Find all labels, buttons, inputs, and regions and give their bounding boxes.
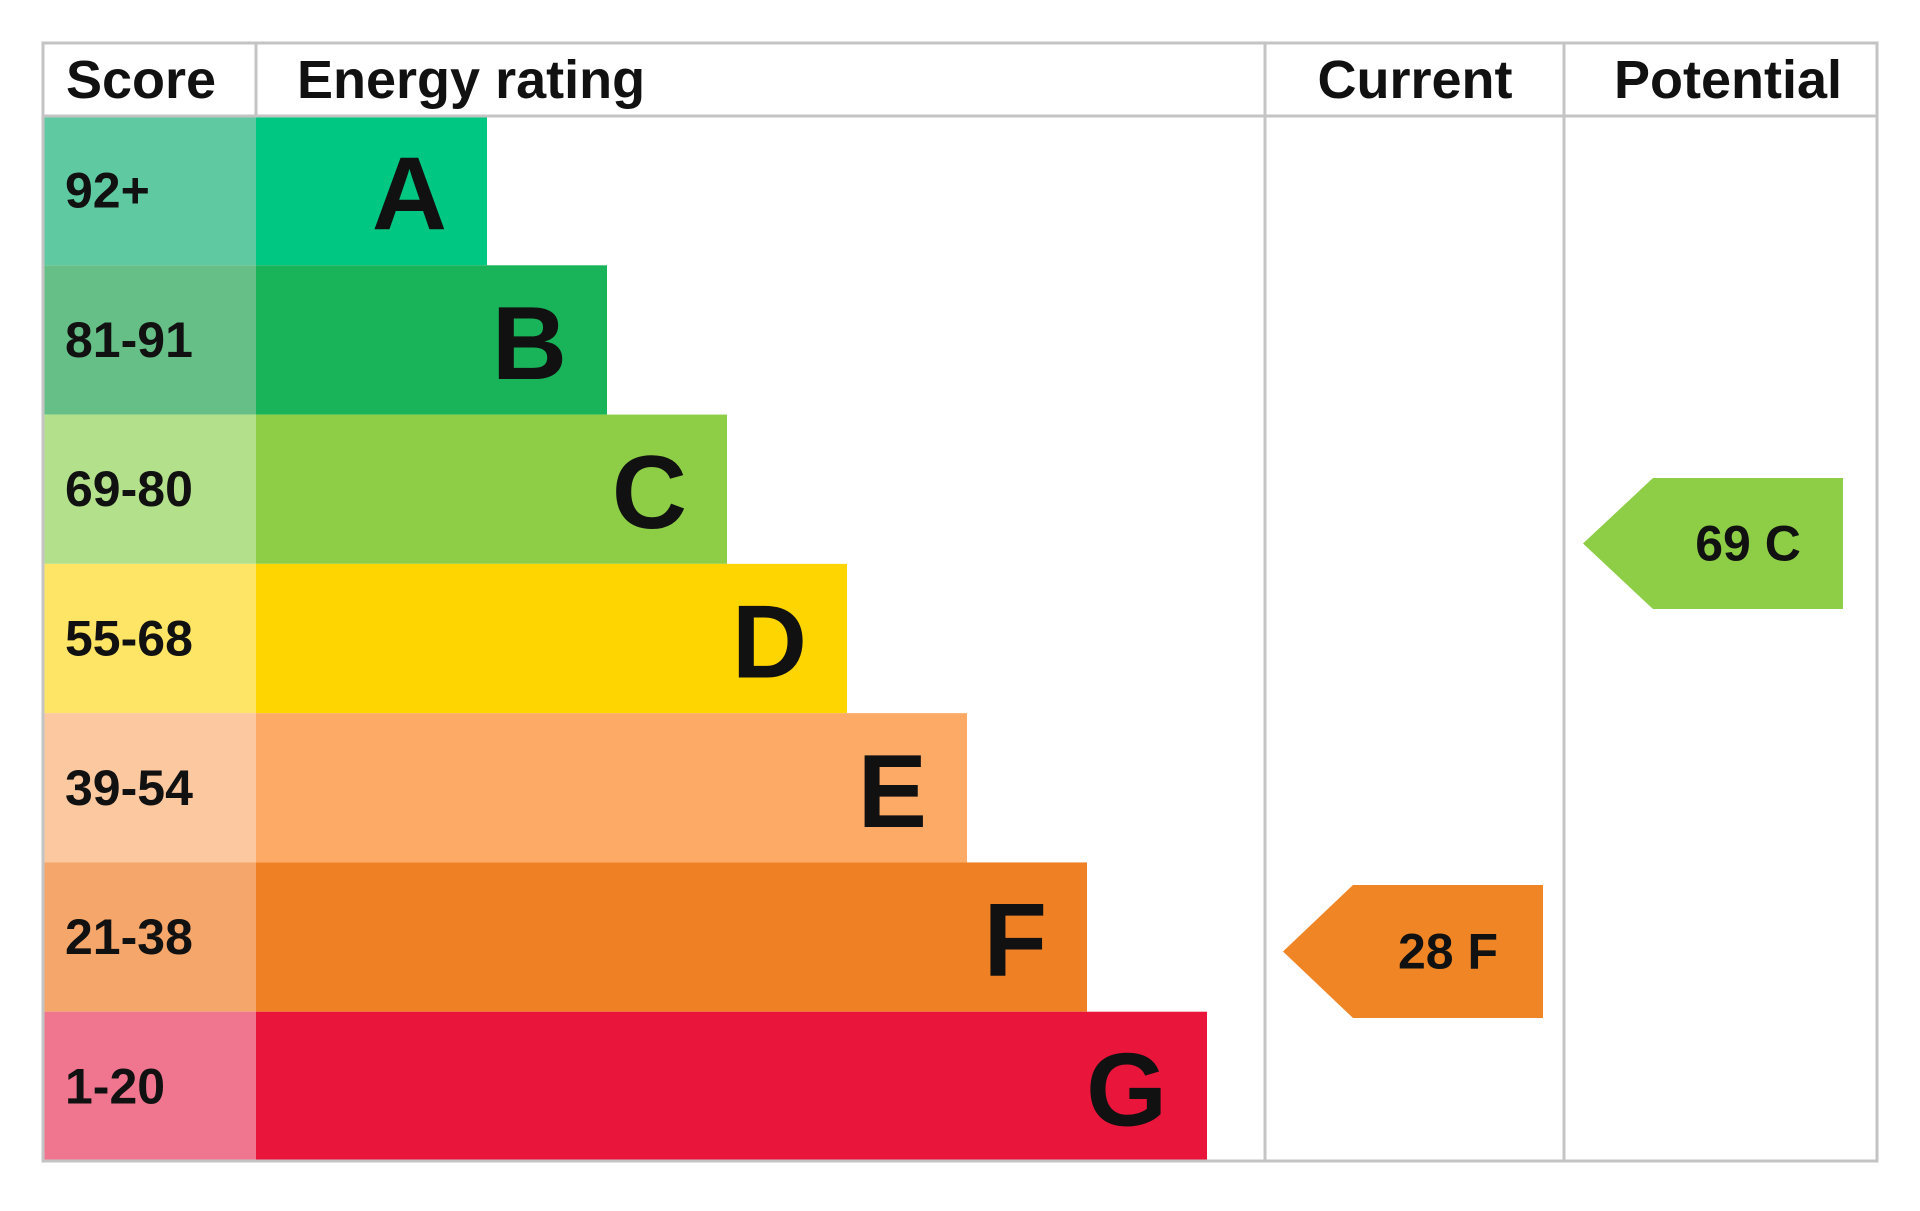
rating-letter: B	[492, 286, 567, 402]
rating-letter: G	[1086, 1032, 1167, 1148]
current-label: 28 F	[1398, 924, 1498, 980]
potential-arrow	[1583, 478, 1843, 609]
score-label: 1-20	[65, 1058, 165, 1114]
rating-bar	[256, 414, 727, 564]
rating-bar	[256, 116, 487, 266]
score-cell	[43, 116, 256, 266]
table-border	[41, 41, 1879, 1163]
potential-label: 69 C	[1695, 516, 1801, 572]
rating-letter: C	[612, 435, 687, 551]
score-label: 92+	[65, 163, 150, 219]
rating-letter: F	[983, 883, 1047, 999]
score-cell	[43, 862, 256, 1012]
rating-bar	[256, 713, 967, 863]
score-label: 55-68	[65, 611, 193, 667]
score-label: 39-54	[65, 760, 193, 816]
score-cell	[43, 1011, 256, 1161]
potential-header: Potential	[1614, 50, 1842, 110]
rating-letter: E	[858, 734, 927, 850]
rating-letter: D	[732, 585, 807, 701]
score-cell	[43, 563, 256, 714]
score-label: 21-38	[65, 909, 193, 965]
score-label: 69-80	[65, 461, 193, 517]
rating-bar	[256, 1011, 1207, 1161]
score-cell	[43, 265, 256, 415]
rating-bar	[256, 265, 607, 415]
rating-letter: A	[372, 137, 447, 253]
score-cell	[43, 414, 256, 564]
score-cell	[43, 713, 256, 863]
rating-bar	[256, 563, 847, 714]
current-arrow	[1283, 885, 1543, 1018]
score-header: Score	[66, 50, 216, 110]
current-header: Current	[1317, 50, 1512, 110]
score-label: 81-91	[65, 312, 193, 368]
rating-bar	[256, 862, 1087, 1012]
rating-header: Energy rating	[297, 50, 645, 110]
